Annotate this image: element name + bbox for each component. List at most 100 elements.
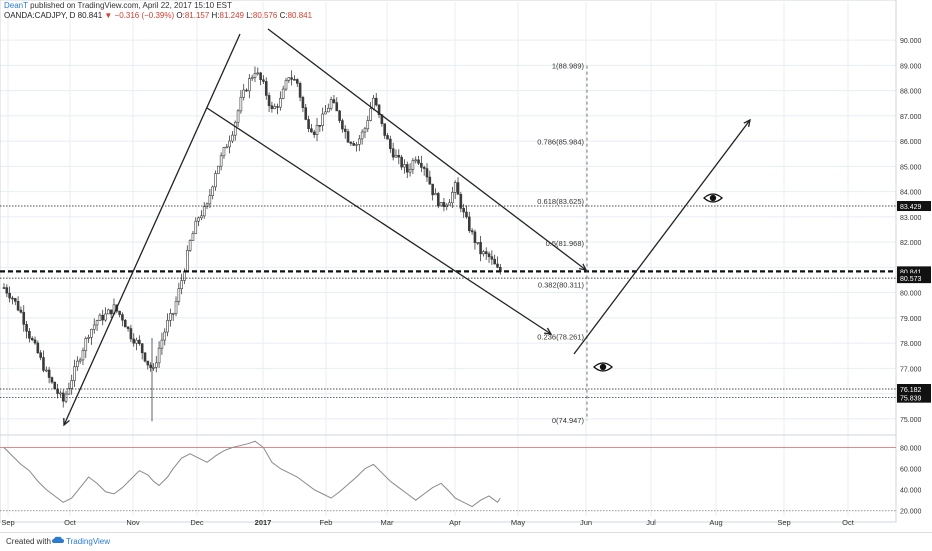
arrow-head [63,417,70,427]
eye-pupil [599,363,607,371]
price-chart[interactable]: 1(88.989) 0.786(85.984) 0.618(83.625) 0.5(8… [0,0,932,532]
candle-body [118,310,121,315]
candle-body [479,242,482,255]
candle-body [324,111,327,115]
candle-body [135,339,138,344]
ohlc-high-label: H: [211,11,220,20]
candle-body [496,263,499,268]
candle-body [436,193,440,207]
candle-body [484,251,488,255]
candle-body [53,381,57,390]
author-name[interactable]: DeanT [4,1,28,10]
candle-body [391,148,395,158]
candle-body [256,72,260,75]
candle-body [81,350,85,361]
candle-body [177,288,181,302]
candle-body [403,164,406,168]
candle-body [405,164,409,173]
fib-level-label: 0(74.947) [552,416,585,425]
time-axis-label: Aug [709,518,722,527]
tradingview-link[interactable]: TradingView [66,537,111,546]
last-price: 80.841 [77,11,103,20]
time-axis-label: Feb [320,518,333,527]
time-axis-label: Dec [190,518,204,527]
candle-body [473,231,477,243]
price-axis-label: 82.000 [900,240,922,247]
chart-frame [0,0,897,523]
candle-body [355,144,358,146]
candle-body [250,77,254,79]
candle-body [67,388,71,395]
candle-body [47,369,51,378]
candle-body [228,140,231,148]
candle-body [400,156,403,168]
candle-body [140,343,144,354]
fib-level-label: 0.382(80.311) [538,281,585,290]
candle-body [16,301,20,311]
candle-body [293,79,296,81]
footer: Created with TradingView [0,532,932,551]
candle-body [19,309,23,313]
candle-body [214,173,217,188]
candle-body [121,314,124,321]
candle-body [462,208,465,213]
candle-body [346,131,350,143]
down-arrow-icon: ▼ [104,11,113,20]
candle-body [157,347,161,364]
candle-body [439,202,443,207]
candle-body [377,104,381,115]
horizontal-levels [0,205,896,399]
candle-body [295,79,299,84]
trend-drawings[interactable] [63,28,751,427]
candle-body [332,99,336,103]
ohlc-close: 80.841 [287,11,313,20]
ohlc-low-label: L: [246,11,253,20]
candle-body [290,77,293,80]
candle-body [87,337,90,339]
candle-body [129,328,133,340]
candle-body [39,352,42,358]
rsi-axis-label: 80.000 [900,446,922,453]
candle-body [465,211,468,218]
candle-body [386,135,389,140]
candle-body [143,352,147,362]
candle-body [90,329,93,338]
price-tag-label: 83.429 [900,204,922,211]
candle-body [408,168,412,173]
candle-body [470,230,474,233]
candle-body [284,80,288,90]
candle-body [59,392,62,395]
candle-body [152,366,155,369]
candle-body [383,123,387,136]
candle-body [126,326,130,329]
ohlc-high: 81.249 [219,11,244,20]
candle-body [287,77,291,81]
candle-body [101,314,104,321]
price-tag-bg [897,384,931,395]
rsi-panel [0,440,896,512]
ohlc-close-label: C: [279,11,288,20]
candle-body [369,108,372,121]
candle-body [11,297,14,300]
candle-body [467,216,471,231]
candle-body [326,107,330,113]
candle-body [363,128,367,133]
candle-body [174,301,178,314]
projection-arrow [573,119,751,355]
candle-body [276,106,279,108]
candle-body [231,134,234,142]
candle-body [338,110,341,121]
candle-body [225,146,229,149]
candle-body [61,392,65,402]
rsi-axis-label: 20.000 [900,509,922,516]
candle-body [397,155,401,158]
candle-body [202,206,206,217]
candle-body [307,119,310,129]
candle-body [245,89,248,92]
candle-body [186,250,189,272]
price-axis-label: 85.000 [900,164,922,171]
candle-body [169,313,172,321]
price-axis-label: 86.000 [900,139,922,146]
price-axis-label: 79.000 [900,316,922,323]
price-tag-bg [897,273,931,284]
